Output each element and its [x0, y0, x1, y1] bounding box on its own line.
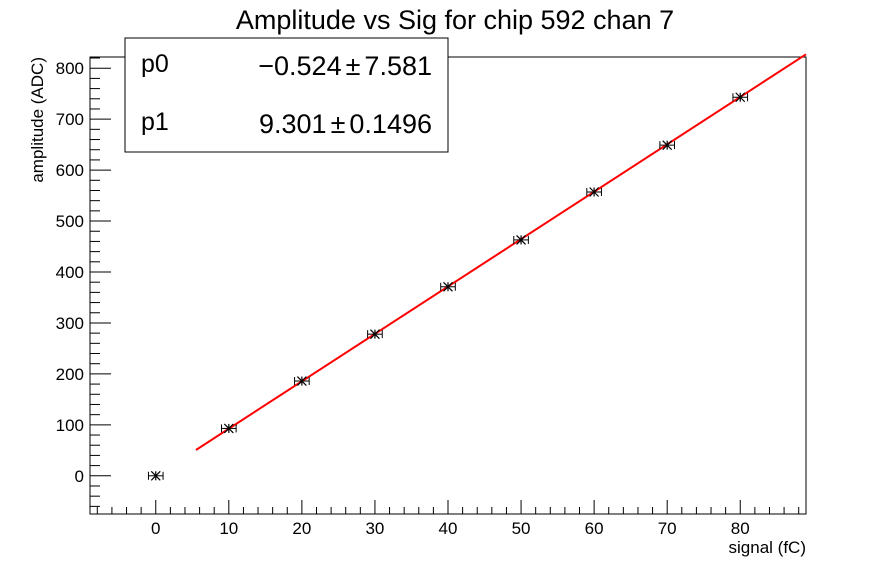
y-axis-label: amplitude (ADC): [28, 57, 47, 183]
x-tick-label: 50: [512, 519, 531, 538]
stats-p0-error: 7.581: [364, 51, 432, 81]
y-tick-label: 500: [56, 212, 84, 231]
y-tick-label: 400: [56, 263, 84, 282]
data-point: [367, 329, 383, 340]
chart-title: Amplitude vs Sig for chip 592 chan 7: [236, 5, 674, 35]
stats-p0-mean: −0.524: [258, 51, 341, 81]
x-tick-label: 80: [731, 519, 750, 538]
data-point: [513, 234, 529, 245]
y-tick-label: 800: [56, 59, 84, 78]
tick-labels: 0 10 20 30 40 50 60 70 8001002003004005006007008…: [56, 59, 750, 538]
y-tick-label: 0: [75, 467, 84, 486]
stats-p1-name: p1: [141, 108, 169, 136]
stats-box-frame: [124, 37, 449, 153]
x-tick-label: 0: [151, 519, 160, 538]
stats-p1-mean: 9.301: [259, 109, 327, 139]
data-point: [732, 92, 749, 103]
fit-line: [195, 53, 807, 451]
x-tick-label: 30: [365, 519, 384, 538]
fit-stats-box: p0 −0.524 ±7.581 p1 9.301 ±0.1496: [124, 37, 449, 153]
data-point: [221, 423, 237, 434]
x-tick-label: 40: [439, 519, 458, 538]
stats-p1-pm: ±: [331, 109, 346, 139]
data-point: [659, 140, 675, 151]
x-tick-label: 60: [585, 519, 604, 538]
data-point: [586, 187, 602, 197]
x-axis-label: signal (fC): [729, 538, 806, 557]
x-tick-label: 20: [292, 519, 311, 538]
stats-p0-value: −0.524 ±7.581: [258, 51, 432, 81]
y-tick-label: 700: [56, 110, 84, 129]
data-point: [147, 470, 164, 481]
stats-p0-name: p0: [141, 50, 169, 78]
data-point: [440, 281, 456, 292]
axis-ticks: [90, 57, 800, 514]
y-tick-label: 600: [56, 161, 84, 180]
x-tick-label: 70: [658, 519, 677, 538]
y-tick-label: 200: [56, 365, 84, 384]
y-tick-label: 100: [56, 416, 84, 435]
data-point: [294, 376, 310, 386]
stats-p1-error: 0.1496: [349, 109, 432, 139]
stats-p1-value: 9.301 ±0.1496: [259, 109, 432, 139]
y-tick-label: 300: [56, 314, 84, 333]
stats-p0-pm: ±: [346, 51, 361, 81]
x-tick-label: 10: [219, 519, 238, 538]
data-points: [147, 92, 749, 481]
